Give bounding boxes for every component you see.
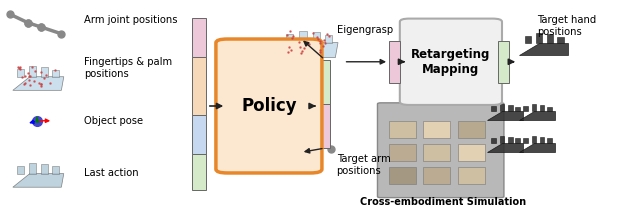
Bar <box>492 138 496 143</box>
Bar <box>502 110 540 161</box>
Bar <box>547 138 552 143</box>
Bar <box>557 37 564 43</box>
Bar <box>540 105 545 112</box>
Polygon shape <box>519 43 568 55</box>
Bar <box>29 66 36 77</box>
Polygon shape <box>13 174 64 187</box>
Bar <box>192 57 206 115</box>
Bar <box>17 166 24 174</box>
Bar <box>389 144 416 161</box>
Bar <box>508 105 513 112</box>
Bar <box>502 142 540 192</box>
Bar <box>313 32 320 43</box>
Bar <box>389 167 416 184</box>
Bar <box>515 107 520 112</box>
FancyBboxPatch shape <box>216 39 322 173</box>
Bar <box>192 154 206 190</box>
Bar <box>17 5 65 43</box>
Bar <box>300 31 307 43</box>
Bar <box>508 137 513 143</box>
Bar <box>523 138 528 143</box>
Bar <box>458 167 484 184</box>
Bar <box>41 67 48 77</box>
Bar <box>515 138 520 143</box>
Text: Fingertips & palm
positions: Fingertips & palm positions <box>84 57 172 79</box>
Bar <box>29 163 36 174</box>
Bar <box>540 137 545 143</box>
Polygon shape <box>519 112 555 120</box>
Text: Eigengrasp: Eigengrasp <box>337 25 393 35</box>
Bar <box>500 136 504 143</box>
Polygon shape <box>487 112 523 120</box>
Bar <box>282 9 323 85</box>
Bar <box>320 60 330 104</box>
Bar <box>532 104 536 112</box>
Polygon shape <box>13 77 64 90</box>
Bar <box>424 167 451 184</box>
Bar <box>52 70 59 77</box>
Bar <box>500 104 504 112</box>
Bar <box>492 106 496 112</box>
Bar <box>525 36 531 43</box>
FancyBboxPatch shape <box>400 19 502 105</box>
Bar <box>547 107 552 112</box>
Polygon shape <box>519 143 555 152</box>
Bar <box>543 142 582 192</box>
Bar <box>458 121 484 138</box>
Bar <box>547 34 554 43</box>
Polygon shape <box>487 143 523 152</box>
Bar <box>192 18 206 57</box>
Bar <box>17 53 65 95</box>
Bar <box>543 110 582 161</box>
Bar <box>17 110 58 144</box>
Bar <box>17 69 24 77</box>
Bar <box>523 106 528 112</box>
Bar <box>325 35 332 43</box>
Bar <box>458 144 484 161</box>
Text: Last action: Last action <box>84 168 138 178</box>
Bar <box>282 123 323 190</box>
Bar <box>389 41 401 83</box>
Text: Target arm
positions: Target arm positions <box>337 154 390 176</box>
Bar <box>424 121 451 138</box>
FancyBboxPatch shape <box>378 103 504 198</box>
Bar <box>52 166 59 174</box>
Text: Retargeting
Mapping: Retargeting Mapping <box>412 48 491 76</box>
Bar <box>536 33 542 43</box>
Bar <box>389 121 416 138</box>
Bar <box>524 15 566 95</box>
Bar <box>320 104 330 148</box>
Bar <box>286 34 294 43</box>
Bar <box>17 156 65 194</box>
Bar <box>41 164 48 174</box>
Text: Arm joint positions: Arm joint positions <box>84 15 177 25</box>
Text: Cross-embodiment Simulation: Cross-embodiment Simulation <box>360 197 526 207</box>
Bar <box>532 136 536 143</box>
Bar <box>497 41 509 83</box>
Text: Object pose: Object pose <box>84 116 143 126</box>
Bar <box>384 104 499 197</box>
Text: Policy: Policy <box>241 97 297 115</box>
Bar <box>424 144 451 161</box>
Text: Target hand
positions: Target hand positions <box>537 15 596 37</box>
Bar <box>192 115 206 154</box>
Polygon shape <box>282 43 338 58</box>
